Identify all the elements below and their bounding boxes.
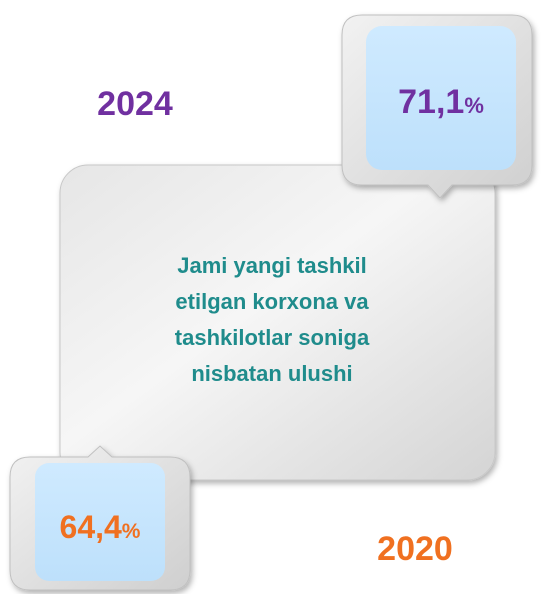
center-text-line: Jami yangi tashkil — [177, 253, 367, 278]
value-label: 71,1% — [398, 83, 484, 121]
value-number: 71,1 — [398, 83, 464, 121]
center-text: Jami yangi tashkil etilgan korxona va ta… — [175, 253, 370, 386]
center-text-line: tashkilotlar soniga — [175, 325, 370, 350]
value-number: 64,4 — [60, 509, 122, 545]
year-label: 2024 — [97, 85, 173, 123]
center-box — [59, 164, 496, 481]
top-value-panel — [366, 26, 516, 170]
value-unit: % — [464, 93, 484, 118]
value-label: 64,4% — [60, 509, 141, 545]
bottom-value-panel — [35, 463, 165, 581]
center-text-line: nisbatan ulushi — [191, 361, 352, 386]
center-text-line: etilgan korxona va — [175, 289, 369, 314]
year-label: 2020 — [377, 530, 453, 568]
value-unit: % — [122, 520, 141, 543]
